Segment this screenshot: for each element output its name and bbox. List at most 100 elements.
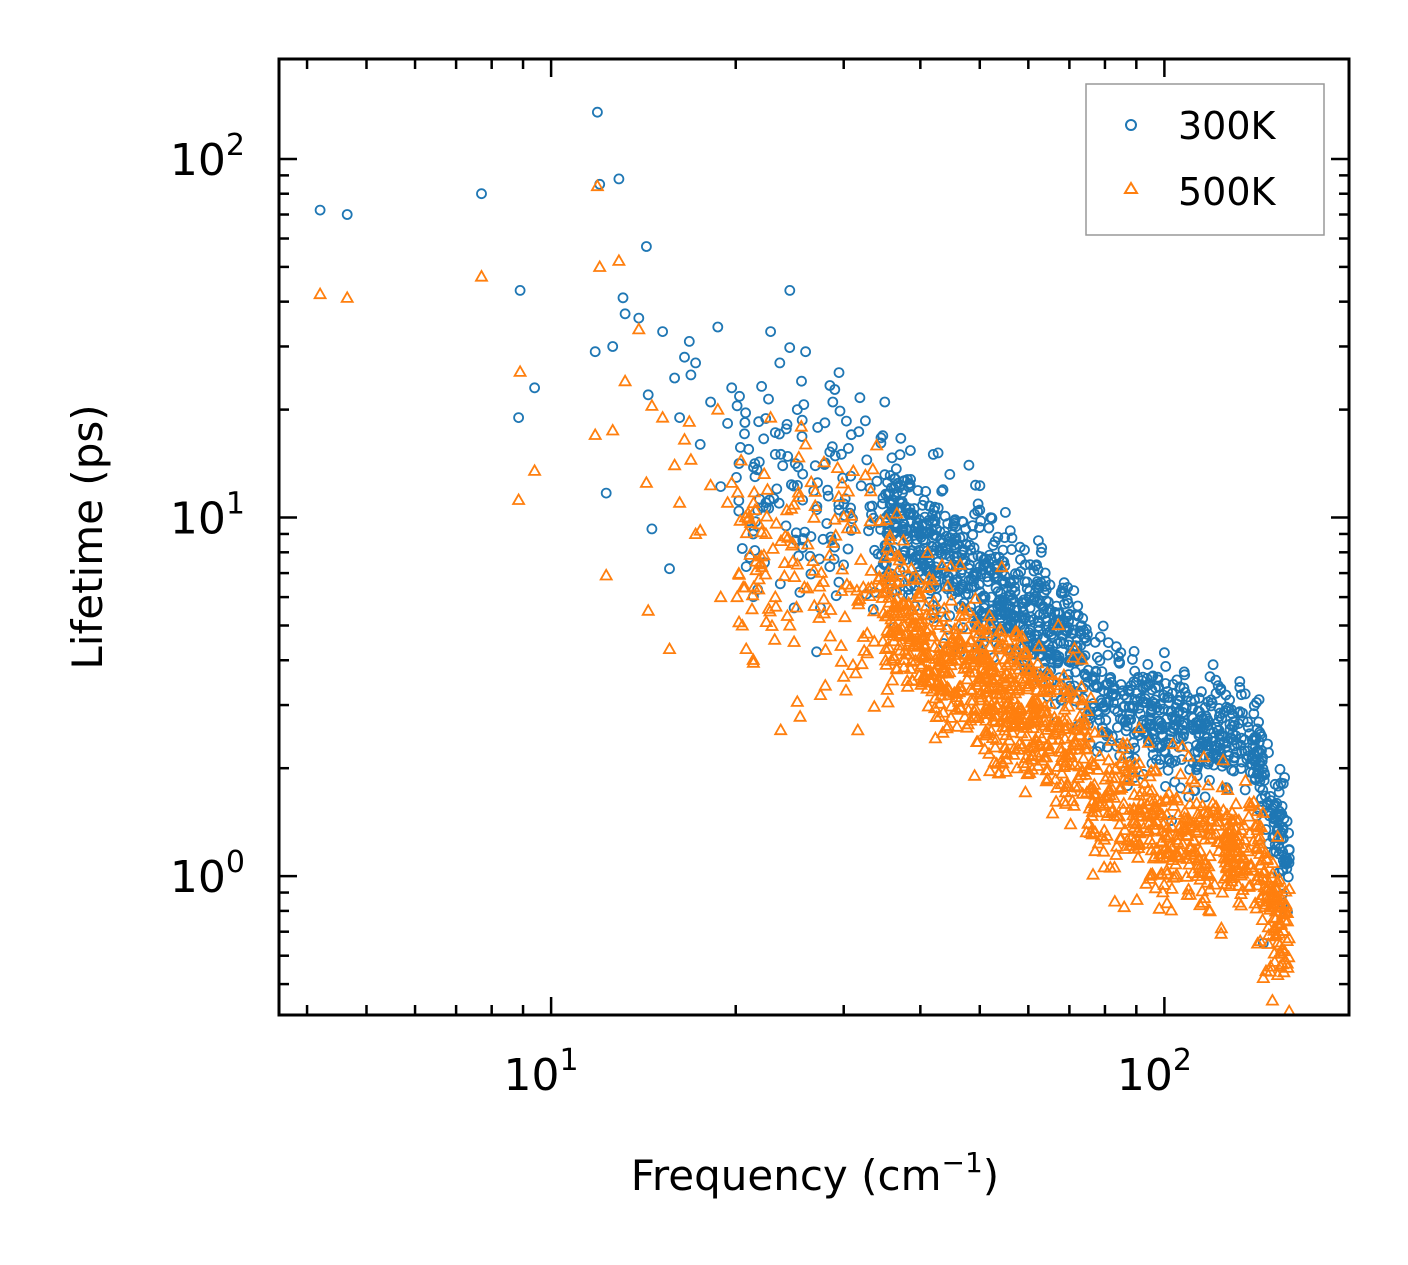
point-500k: [782, 618, 797, 631]
point-500k: [631, 321, 646, 335]
point-500k: [944, 699, 959, 712]
point-500k: [883, 573, 898, 586]
point-500k: [1092, 791, 1108, 804]
point-500k: [758, 526, 773, 539]
point-500k: [831, 489, 846, 502]
point-500k: [1182, 857, 1197, 870]
point-300k: [1019, 559, 1031, 571]
point-300k: [674, 412, 685, 424]
point-300k: [1196, 686, 1207, 698]
point-300k: [1189, 694, 1200, 706]
point-300k: [1024, 602, 1036, 614]
point-300k: [1160, 661, 1172, 672]
point-500k: [981, 746, 997, 759]
point-500k: [929, 614, 944, 627]
point-300k: [1023, 627, 1035, 638]
point-500k: [880, 539, 895, 553]
point-500k: [886, 633, 901, 647]
point-500k: [1034, 745, 1049, 758]
point-300k: [790, 527, 802, 539]
point-500k: [1020, 679, 1036, 692]
point-500k: [903, 611, 919, 624]
point-500k: [907, 625, 923, 639]
point-300k: [1153, 681, 1164, 693]
point-500k: [780, 530, 796, 543]
point-300k: [951, 576, 963, 588]
point-500k: [763, 410, 778, 423]
point-500k: [1141, 735, 1156, 748]
point-300k: [1031, 559, 1042, 571]
point-500k: [1264, 879, 1279, 893]
point-300k: [1000, 507, 1011, 518]
point-300k: [758, 433, 770, 445]
point-300k: [998, 608, 1010, 620]
point-300k: [1005, 576, 1016, 588]
point-300k: [1061, 594, 1073, 606]
point-500k: [989, 697, 1005, 710]
point-300k: [1282, 871, 1294, 883]
point-300k: [992, 602, 1004, 613]
point-300k: [798, 399, 810, 411]
point-500k: [897, 573, 912, 587]
point-500k: [951, 694, 966, 707]
point-300k: [1262, 797, 1274, 809]
point-300k: [664, 563, 675, 575]
point-300k: [736, 543, 748, 554]
point-500k: [835, 475, 850, 489]
point-500k: [740, 506, 756, 519]
point-500k: [1237, 832, 1252, 845]
point-300k: [936, 485, 948, 497]
point-500k: [834, 583, 849, 596]
point-300k: [1120, 725, 1132, 737]
point-500k: [1117, 899, 1132, 913]
point-500k: [1273, 958, 1288, 971]
point-500k: [911, 585, 926, 599]
point-500k: [957, 709, 972, 723]
point-300k: [1213, 737, 1225, 748]
point-500k: [987, 754, 1002, 768]
point-500k: [845, 657, 861, 670]
point-300k: [842, 543, 854, 555]
point-500k: [1127, 787, 1142, 800]
point-500k: [1113, 779, 1128, 792]
point-500k: [768, 589, 783, 603]
point-500k: [1075, 693, 1090, 706]
point-500k: [881, 640, 896, 653]
point-500k: [1196, 749, 1211, 763]
point-300k: [939, 526, 950, 538]
point-500k: [1127, 773, 1142, 786]
point-500k: [1226, 828, 1241, 841]
point-500k: [667, 457, 682, 471]
point-300k: [839, 493, 851, 505]
point-500k: [971, 625, 987, 639]
point-500k: [713, 589, 728, 603]
point-500k: [882, 528, 898, 541]
point-500k: [1067, 778, 1082, 792]
point-500k: [1221, 823, 1236, 836]
point-500k: [720, 495, 735, 508]
point-300k: [589, 346, 601, 358]
point-300k: [1010, 612, 1021, 623]
point-300k: [974, 522, 985, 533]
point-500k: [1130, 850, 1146, 863]
point-300k: [1141, 717, 1153, 729]
point-300k: [1006, 532, 1018, 544]
point-500k: [758, 567, 773, 580]
y-tick-label: 102: [170, 128, 245, 186]
point-500k: [1043, 667, 1058, 680]
point-500k: [895, 607, 910, 621]
point-300k: [1018, 594, 1030, 606]
point-500k: [935, 660, 951, 673]
point-300k: [735, 441, 746, 453]
point-500k: [513, 364, 528, 377]
point-500k: [878, 580, 893, 593]
point-300k: [1146, 671, 1157, 683]
point-500k: [1139, 876, 1154, 889]
point-500k: [978, 679, 993, 692]
point-300k: [694, 438, 706, 450]
point-500k: [703, 477, 718, 491]
point-500k: [1234, 898, 1249, 911]
point-500k: [1270, 829, 1285, 842]
point-500k: [1192, 897, 1208, 911]
point-500k: [1028, 693, 1043, 706]
